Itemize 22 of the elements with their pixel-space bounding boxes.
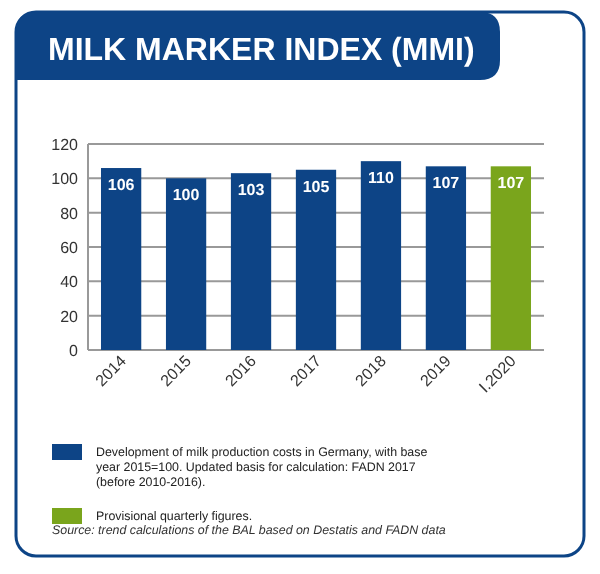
y-tick-label: 60 — [60, 239, 80, 257]
y-tick-label: 120 — [51, 136, 80, 154]
bar — [165, 178, 207, 350]
y-tick-label: 20 — [60, 307, 80, 326]
data-label: 103 — [237, 181, 266, 200]
y-tick-label: 0 — [69, 342, 80, 360]
data-label: 106 — [107, 176, 136, 195]
y-tick-label: 100 — [51, 170, 80, 189]
data-label: 105 — [302, 177, 331, 196]
bar — [360, 161, 402, 350]
bar — [100, 168, 142, 350]
data-label: 107 — [432, 174, 461, 193]
bar — [425, 166, 467, 350]
bar — [230, 173, 272, 350]
y-tick-label: 40 — [60, 273, 80, 292]
chart-title: MILK MARKER INDEX (MMI) — [48, 34, 475, 68]
y-tick-label: 80 — [60, 204, 80, 223]
data-label: 107 — [497, 174, 526, 193]
bar — [490, 166, 532, 350]
data-label: 110 — [368, 169, 395, 188]
data-label: 100 — [172, 186, 201, 205]
bar — [295, 169, 337, 350]
